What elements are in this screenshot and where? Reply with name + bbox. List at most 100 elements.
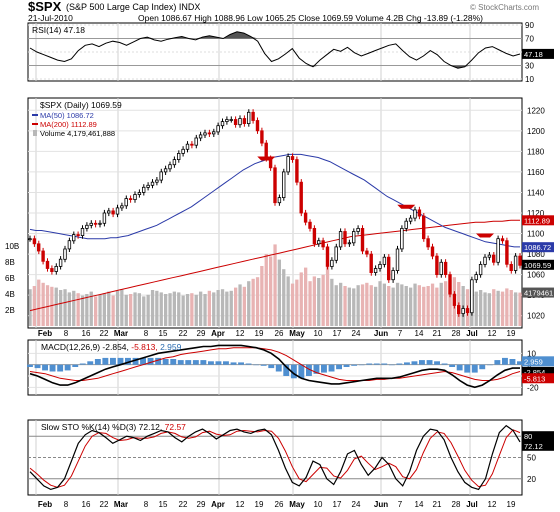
candle-body <box>76 234 80 237</box>
volume-bar <box>282 269 286 326</box>
x-axis-label: 8 <box>144 329 149 338</box>
macd-histogram-bar <box>117 357 124 365</box>
x-axis-label: 7 <box>398 329 403 338</box>
volume-bar <box>299 272 303 326</box>
x-axis-label: 12 <box>488 500 497 509</box>
volume-bar <box>343 286 347 326</box>
candle-body <box>220 121 225 127</box>
watermark: © StockCharts.com <box>470 3 539 12</box>
sto-title-d: 72.57 <box>165 422 187 432</box>
volume-bar <box>409 287 413 326</box>
volume-bar <box>216 290 220 326</box>
candle-body <box>72 234 76 242</box>
candle-body <box>255 120 260 132</box>
macd-histogram-bar <box>245 363 252 365</box>
macd-histogram-bar <box>200 360 207 365</box>
volume-bar <box>444 281 448 326</box>
volume-bar <box>37 279 41 326</box>
volume-bar <box>50 286 54 326</box>
candle-body <box>58 258 63 267</box>
macd-histogram-bar <box>215 361 222 365</box>
macd-histogram-bar <box>388 364 395 366</box>
volume-bar <box>238 284 242 326</box>
x-axis-label: 10 <box>314 329 323 338</box>
volume-bar <box>430 283 435 326</box>
candle-body <box>325 246 330 267</box>
candle-body <box>50 268 54 272</box>
peak-marker <box>476 233 494 238</box>
x-axis-label: 8 <box>144 500 149 509</box>
volume-bar <box>159 292 163 326</box>
ma200-line <box>29 219 520 312</box>
candle-body <box>351 231 356 244</box>
volume-bar <box>124 294 128 326</box>
ma200-last-value: 1112.89 <box>524 216 550 225</box>
macd-hist-last-value-box <box>522 356 554 367</box>
ma50-last-value: 1086.72 <box>524 243 551 252</box>
macd-histogram-bar <box>517 361 523 365</box>
x-axis-label: 21 <box>433 500 442 509</box>
macd-histogram-bar <box>125 357 131 365</box>
macd-title-label: MACD(12,26,9) <box>41 342 102 352</box>
x-axis-label: 17 <box>333 329 342 338</box>
volume-bar <box>255 277 260 326</box>
candle-body <box>303 212 308 223</box>
candle-body <box>111 210 115 215</box>
volume-bar <box>85 294 89 326</box>
x-axis-label: 28 <box>452 329 461 338</box>
ma50-last-value-box <box>522 242 554 253</box>
candle-body <box>330 259 334 267</box>
macd-histogram-bar <box>509 359 516 365</box>
volume-bar <box>177 292 181 326</box>
symbol-title: $SPX <box>28 0 62 14</box>
macd-histogram-bar <box>102 357 109 365</box>
candle-body <box>404 220 408 229</box>
x-axis-label: 16 <box>82 500 91 509</box>
x-axis-label: 29 <box>197 500 206 509</box>
macd-histogram-bar <box>275 364 282 372</box>
candle-body <box>207 132 212 135</box>
rsi-line <box>29 31 521 69</box>
legend-ma200-swatch <box>32 123 38 125</box>
volume-bar <box>142 296 146 326</box>
candle-body <box>500 238 505 242</box>
volume-bar <box>312 276 316 326</box>
rsi-tick-label: 90 <box>525 21 534 30</box>
candle-body <box>360 227 365 252</box>
volume-bar <box>190 293 194 326</box>
x-axis-label: Mar <box>114 329 128 338</box>
candle-body <box>343 231 347 245</box>
candle-body <box>386 256 391 281</box>
candle-body <box>295 159 299 183</box>
sto-k-line <box>29 424 521 491</box>
macd-histogram-bar <box>366 363 373 365</box>
macd-histogram-bar <box>260 364 267 366</box>
volume-bar <box>277 259 281 326</box>
candle-body <box>168 164 172 170</box>
volume-bar <box>509 290 513 326</box>
macd-histogram-bar <box>298 364 305 379</box>
candle-body <box>41 250 45 262</box>
candle-body <box>474 274 478 281</box>
macd-histogram-bar <box>426 360 433 365</box>
x-axis-label: 12 <box>488 329 497 338</box>
volume-last-value: 4179461 <box>524 289 553 298</box>
volume-bar <box>439 282 443 326</box>
macd-histogram-bar <box>72 364 79 367</box>
volume-bar <box>54 287 58 326</box>
volume-bar <box>251 278 255 326</box>
x-axis-label: 19 <box>255 500 264 509</box>
x-axis-label: Apr <box>211 329 225 338</box>
volume-bar <box>59 290 63 326</box>
volume-bar <box>356 285 360 326</box>
rsi-last-value-box <box>522 48 554 59</box>
volume-last-value-box <box>522 287 554 298</box>
sto-tick-label: 50 <box>527 454 536 463</box>
volume-bar <box>496 290 500 326</box>
macd-histogram-bar <box>486 364 493 366</box>
candle-body <box>509 263 513 271</box>
volume-bar <box>242 286 246 326</box>
macd-histogram-bar <box>192 360 199 365</box>
macd-histogram-bar <box>253 364 260 366</box>
volume-bar <box>129 294 133 326</box>
